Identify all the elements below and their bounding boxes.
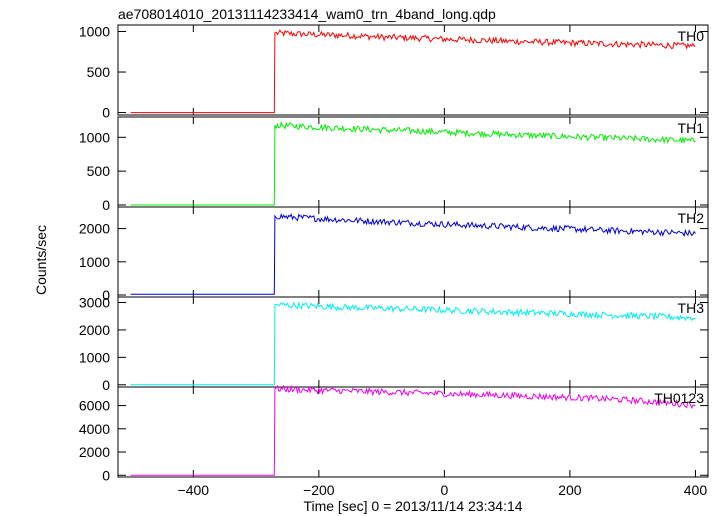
x-tick-label: 200	[558, 482, 582, 498]
series-line-th3	[130, 300, 696, 386]
panel-th0: 0 500 1000 TH0	[79, 23, 709, 121]
y-tick-label: 1000	[79, 349, 110, 365]
panel-th2: 0 1000 2000 TH2	[79, 206, 709, 303]
y-tick-label: 500	[87, 163, 111, 179]
x-axis-label: Time [sec] 0 = 2013/11/14 23:34:14	[303, 498, 522, 514]
y-tick-label: 1000	[79, 129, 110, 145]
series-label: TH2	[678, 210, 705, 226]
series-label: TH3	[678, 300, 705, 316]
y-tick-label: 1000	[79, 254, 110, 270]
panel-frame	[117, 386, 709, 478]
panel-frame	[117, 206, 709, 298]
series-line-th0	[130, 29, 696, 114]
y-tick-label: 0	[102, 197, 110, 213]
y-tick-label: 0	[102, 467, 110, 483]
y-tick-label: 2000	[79, 444, 110, 460]
y-tick-label: 0	[102, 377, 110, 393]
panel-th3: 0 1000 2000 3000 TH3	[79, 294, 709, 393]
panel-frame	[117, 24, 709, 116]
series-line-th0123	[130, 384, 696, 476]
y-tick-label: 2000	[79, 322, 110, 338]
series-label: TH0	[678, 28, 705, 44]
y-tick-label: 2000	[79, 221, 110, 237]
y-tick-label: 0	[102, 287, 110, 303]
series-label: TH0123	[654, 390, 704, 406]
y-tick-label: 500	[87, 64, 111, 80]
y-tick-label: 6000	[79, 398, 110, 414]
x-tick-label: 0	[440, 482, 448, 498]
panel-frame	[117, 296, 709, 388]
panel-th0123: 0 2000 4000 6000 TH0123	[79, 384, 709, 483]
series-line-th1	[130, 120, 696, 206]
panel-th1: 0 500 1000 TH1	[79, 116, 709, 213]
series-label: TH1	[678, 120, 705, 136]
series-line-th2	[130, 213, 696, 295]
x-tick-label: −200	[303, 482, 335, 498]
y-tick-label: 0	[102, 105, 110, 121]
y-tick-label: 3000	[79, 294, 110, 310]
y-tick-label: 1000	[79, 23, 110, 39]
chart-title: ae708014010_20131114233414_wam0_trn_4ban…	[118, 6, 496, 22]
y-tick-label: 4000	[79, 421, 110, 437]
x-tick-label: 400	[684, 482, 708, 498]
x-tick-label: −400	[178, 482, 210, 498]
y-axis-label: Counts/sec	[33, 225, 49, 295]
